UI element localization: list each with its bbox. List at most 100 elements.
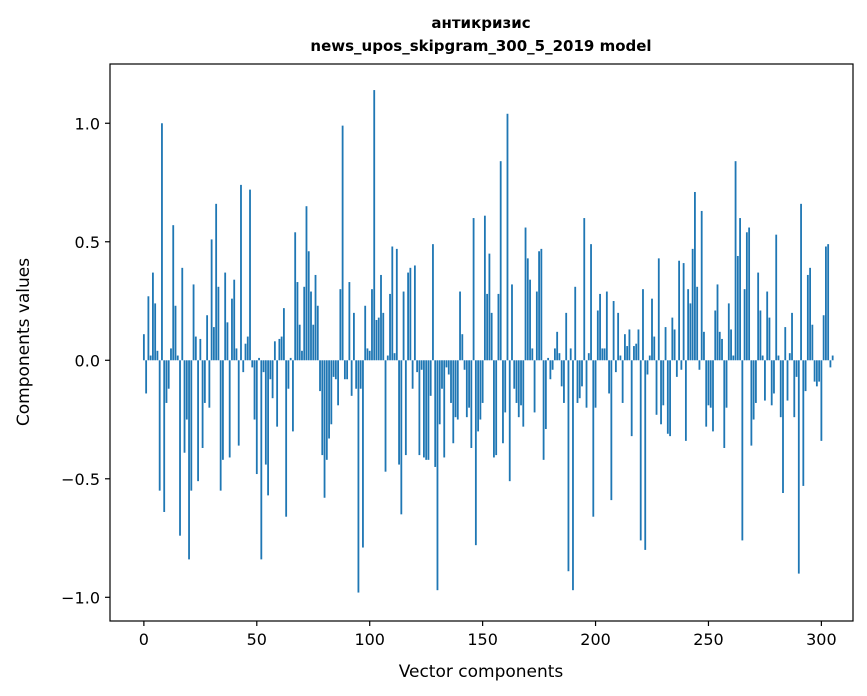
bar [226, 322, 229, 361]
y-axis-label: Components values [14, 258, 34, 426]
bar [479, 360, 482, 420]
bar [319, 360, 321, 392]
bar [553, 348, 556, 361]
bar [341, 125, 344, 361]
bar [797, 360, 800, 574]
bar [170, 348, 172, 361]
bar [249, 189, 251, 361]
bar [804, 360, 807, 392]
bar [605, 291, 608, 361]
bar [827, 244, 830, 361]
bar [707, 360, 710, 406]
bar [459, 291, 461, 361]
bar [511, 284, 513, 361]
bar [210, 239, 213, 361]
bar [748, 227, 751, 361]
bar [427, 360, 430, 460]
bar [393, 353, 396, 361]
bar [251, 360, 254, 368]
bar [267, 360, 269, 496]
bar [614, 360, 617, 373]
y-tick-label: −1.0 [61, 588, 100, 607]
bar [698, 360, 701, 370]
bar [364, 305, 367, 361]
bar [565, 312, 568, 361]
bar [224, 272, 227, 361]
bar [773, 360, 775, 394]
bar [199, 338, 202, 361]
bar [454, 360, 457, 418]
bar [757, 272, 760, 361]
bar-series [142, 90, 834, 593]
bar [736, 255, 739, 361]
bar [395, 248, 398, 361]
bar [447, 360, 450, 375]
bar [732, 355, 735, 361]
bar [558, 353, 561, 361]
bar [542, 360, 545, 460]
bar [741, 360, 744, 541]
bar [502, 360, 504, 444]
bar [292, 360, 294, 432]
bar [253, 360, 256, 420]
bar [298, 324, 301, 361]
bar [416, 360, 419, 373]
bar [504, 360, 507, 413]
bar [802, 360, 805, 486]
bar [334, 360, 337, 380]
bar [463, 360, 466, 370]
chart-title: антикризис [431, 14, 530, 32]
bar [788, 353, 791, 361]
bar [675, 360, 678, 377]
bar [608, 360, 610, 394]
bar [508, 360, 511, 482]
bar [301, 350, 303, 361]
bar [373, 90, 376, 361]
bar [325, 360, 328, 460]
bar [343, 360, 346, 380]
bar [411, 360, 414, 389]
bar [179, 360, 181, 536]
bar [806, 274, 809, 361]
bar [770, 360, 773, 406]
bar [382, 312, 385, 361]
bar [488, 253, 491, 361]
x-tick-label: 100 [354, 630, 385, 649]
bar [739, 218, 741, 361]
bar [583, 218, 586, 361]
bar [653, 336, 656, 361]
bar [391, 246, 394, 361]
bar [820, 360, 823, 441]
bar [515, 360, 518, 403]
bar [355, 360, 358, 389]
bar [775, 234, 778, 361]
bar [648, 355, 651, 361]
bar [307, 251, 310, 361]
bar [499, 161, 502, 361]
bar [438, 360, 441, 425]
x-tick-label: 300 [806, 630, 837, 649]
bar [470, 360, 473, 448]
bar [818, 360, 821, 382]
bar [258, 357, 260, 361]
bar [483, 215, 486, 361]
bar [635, 343, 638, 361]
bar [628, 329, 631, 361]
bar [434, 360, 437, 467]
bar [303, 286, 306, 361]
bar [404, 360, 407, 456]
bar [244, 343, 247, 361]
bar [481, 360, 484, 403]
bar [429, 360, 432, 396]
bar [766, 291, 769, 361]
bar [657, 258, 660, 361]
bar [734, 161, 737, 361]
bar [825, 246, 827, 361]
bar [581, 360, 583, 387]
bar [375, 319, 378, 361]
bar [538, 251, 540, 361]
bar [158, 360, 161, 491]
bar [524, 227, 527, 361]
bar [535, 291, 538, 361]
bar [712, 360, 714, 432]
